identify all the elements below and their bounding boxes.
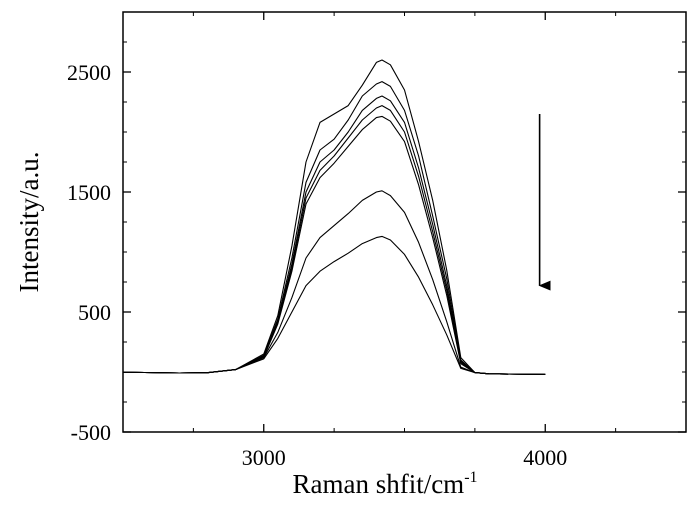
x-axis-title-main: Raman shfit/cm (292, 469, 464, 499)
spectrum-line-1 (122, 59, 546, 375)
series-layer (122, 59, 546, 375)
y-tick-label: 500 (78, 300, 111, 325)
y-axis-title: Intensity/a.u. (14, 152, 44, 293)
y-tick-label: -500 (71, 420, 111, 445)
y-tick-label: 1500 (67, 180, 111, 205)
y-tick-label: 2500 (67, 60, 111, 85)
spectrum-line-7 (122, 235, 546, 375)
x-axis-title-superscript: -1 (464, 469, 477, 486)
spectrum-line-2 (122, 81, 546, 375)
spectrum-line-4 (122, 105, 546, 375)
x-axis-title: Raman shfit/cm-1 (292, 469, 477, 499)
tick-labels: 3000 4000 -500 500 1500 2500 (67, 60, 567, 470)
spectrum-line-6 (122, 190, 546, 375)
x-tick-label: 4000 (523, 445, 567, 470)
axis-ticks (123, 12, 686, 433)
x-tick-label: 3000 (242, 445, 286, 470)
plot-frame (122, 11, 687, 433)
spectrum-line-3 (122, 95, 546, 375)
